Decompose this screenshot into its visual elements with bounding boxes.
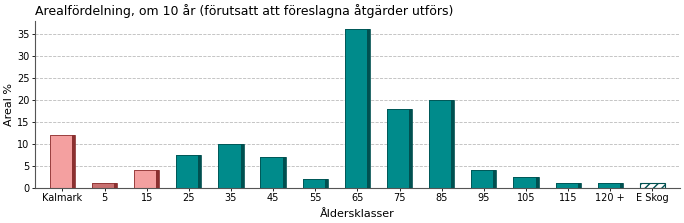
Bar (514, 177, 538, 188)
Bar (578, 183, 581, 188)
Bar (429, 100, 454, 188)
Bar (50, 135, 75, 188)
Bar (72, 135, 75, 188)
Bar (429, 100, 454, 188)
Bar (555, 183, 581, 188)
Bar (198, 155, 202, 188)
Bar (493, 170, 497, 188)
X-axis label: Åldersklasser: Åldersklasser (320, 209, 395, 219)
Bar (302, 179, 328, 188)
Bar (598, 183, 623, 188)
Bar (345, 29, 370, 188)
Bar (134, 170, 159, 188)
Bar (134, 170, 159, 188)
Bar (555, 183, 581, 188)
Bar (387, 109, 412, 188)
Bar (176, 155, 202, 188)
Bar (471, 170, 497, 188)
Y-axis label: Areal %: Areal % (4, 83, 14, 126)
Bar (302, 179, 328, 188)
Bar (92, 183, 117, 188)
Bar (387, 109, 412, 188)
Bar (471, 170, 497, 188)
Bar (598, 183, 623, 188)
Bar (218, 144, 244, 188)
Bar (218, 144, 244, 188)
Bar (345, 29, 370, 188)
Bar (325, 179, 328, 188)
Bar (176, 155, 202, 188)
Bar (241, 144, 244, 188)
Bar (640, 183, 665, 188)
Bar (451, 100, 454, 188)
Bar (114, 183, 117, 188)
Text: Arealfördelning, om 10 år (förutsatt att föreslagna åtgärder utförs): Arealfördelning, om 10 år (förutsatt att… (35, 4, 453, 18)
Bar (282, 157, 286, 188)
Bar (261, 157, 286, 188)
Bar (409, 109, 412, 188)
Bar (261, 157, 286, 188)
Bar (367, 29, 370, 188)
Bar (92, 183, 117, 188)
Bar (50, 135, 75, 188)
Bar (536, 177, 538, 188)
Bar (620, 183, 623, 188)
Bar (514, 177, 538, 188)
Bar (157, 170, 159, 188)
